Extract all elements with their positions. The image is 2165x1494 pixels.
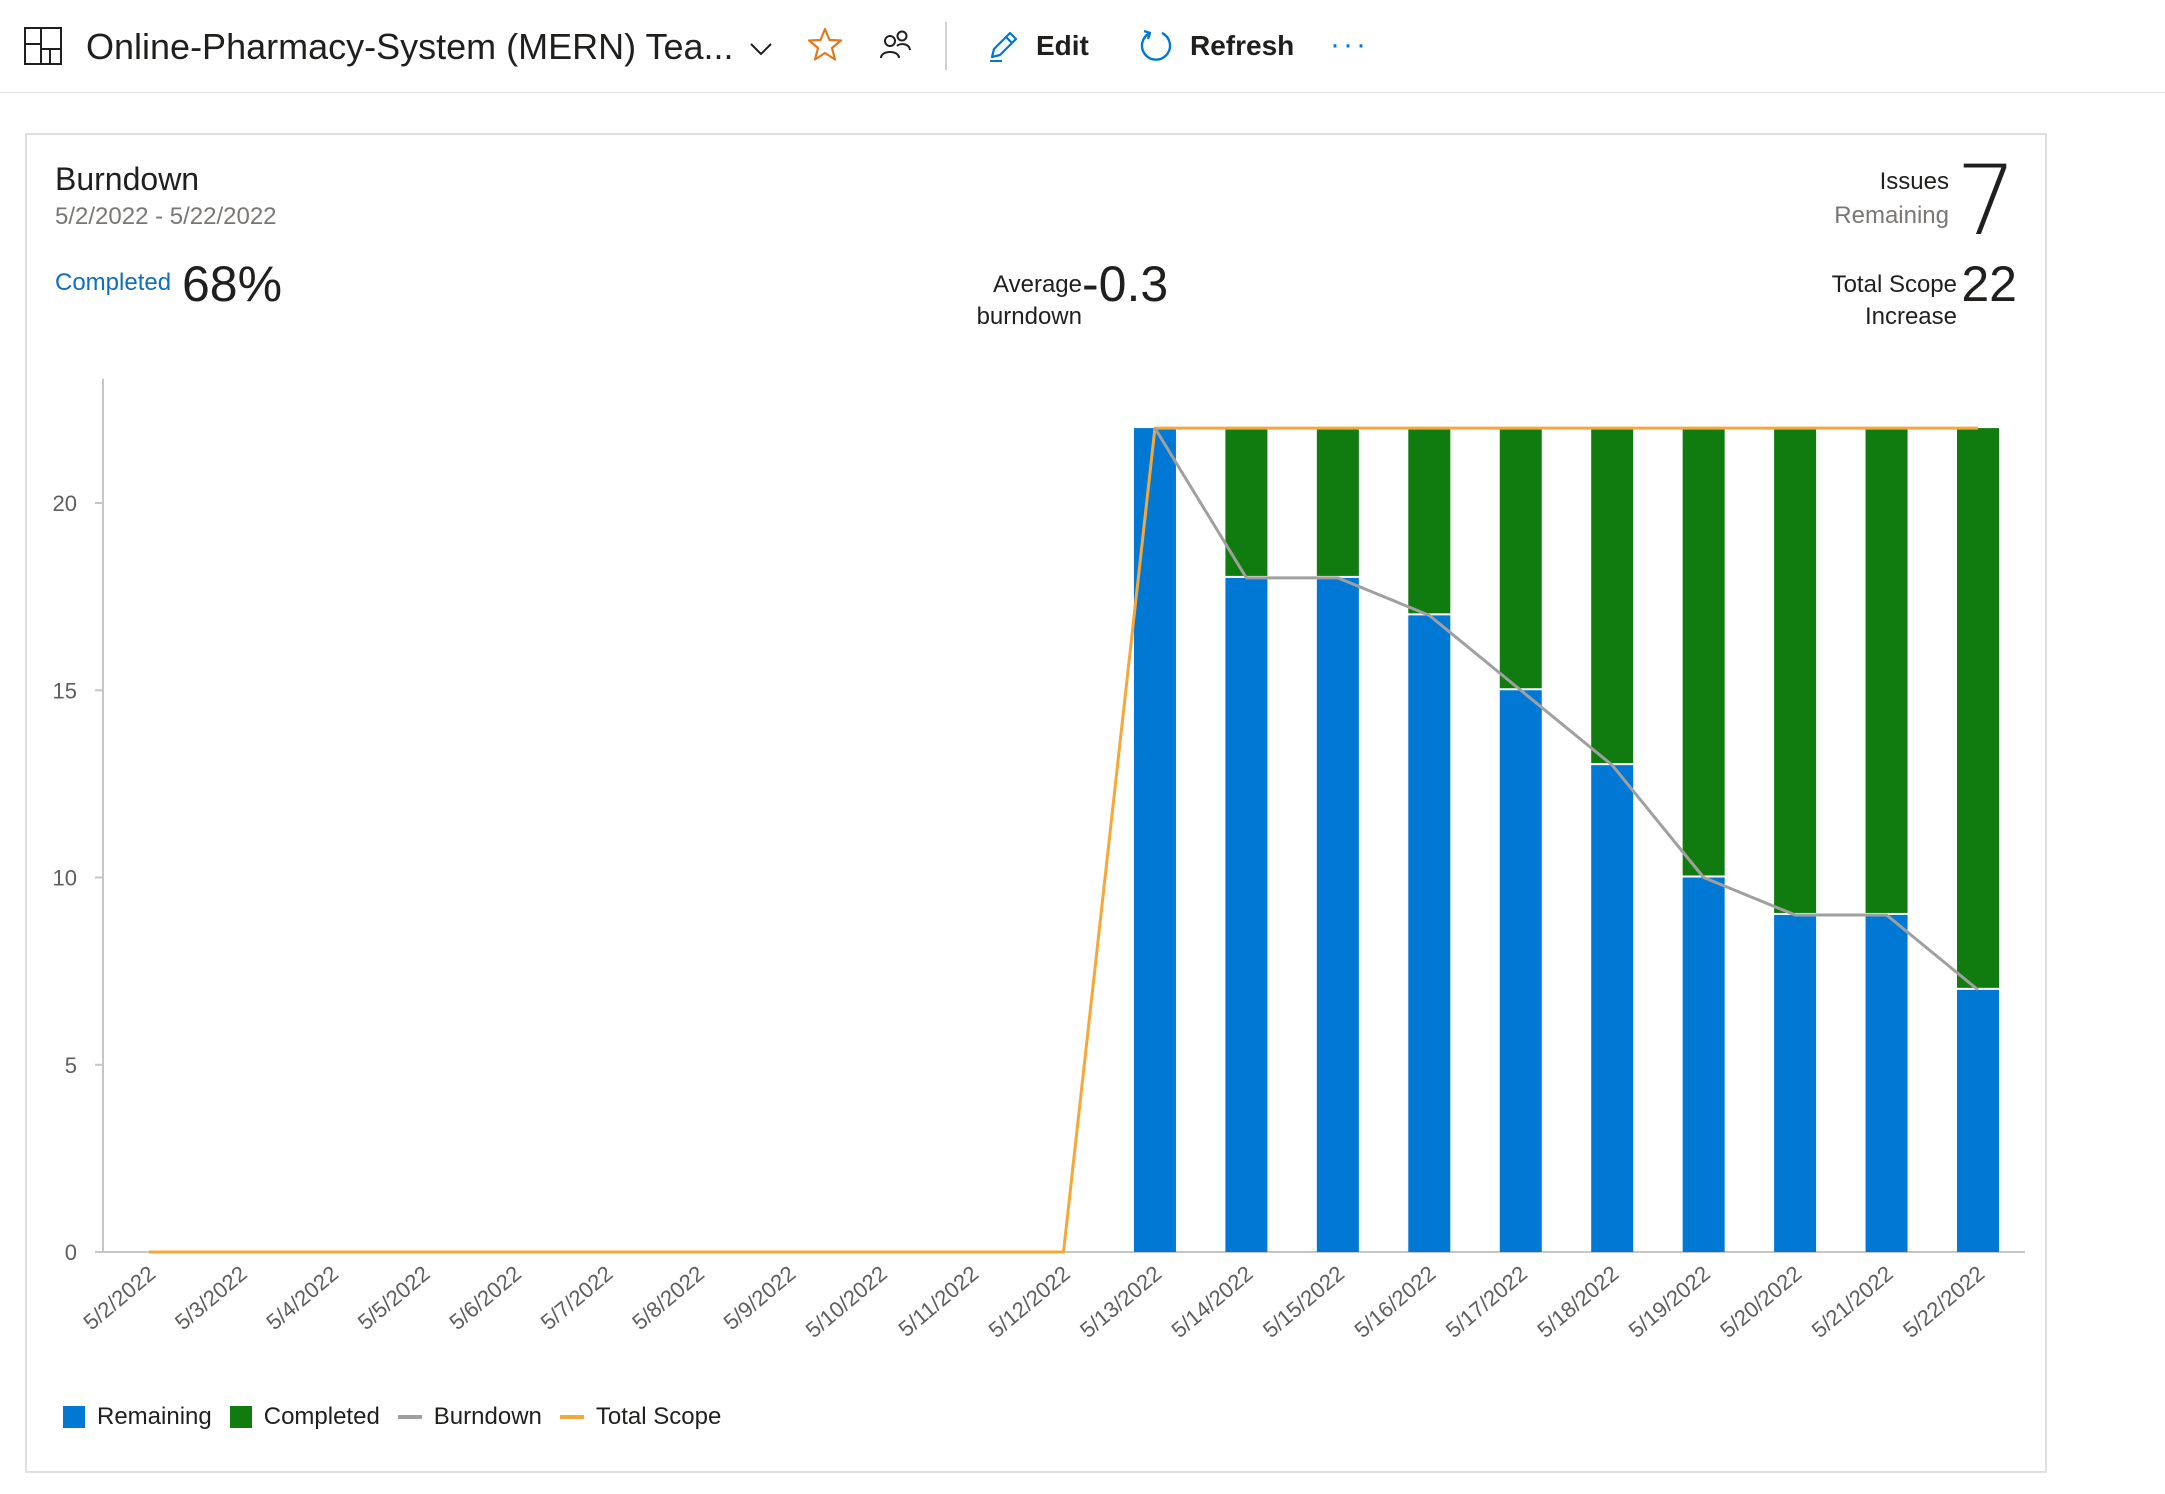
legend-swatch-burndown xyxy=(397,1415,422,1419)
legend-item-burndown[interactable]: Burndown xyxy=(397,1403,542,1431)
bar-remaining xyxy=(1499,690,1542,1252)
x-tick-label: 5/11/2022 xyxy=(893,1261,983,1342)
average-burndown-label: Average burndown xyxy=(902,269,1082,333)
burndown-line xyxy=(1153,427,1979,992)
legend-swatch-remaining xyxy=(63,1406,85,1428)
x-tick-label: 5/6/2022 xyxy=(444,1261,526,1335)
more-options-icon[interactable]: ··· xyxy=(1330,28,1369,61)
legend-label-total-scope: Total Scope xyxy=(595,1403,722,1430)
x-tick-label: 5/21/2022 xyxy=(1807,1261,1898,1343)
average-burndown-value: -0.3 xyxy=(1082,256,1169,312)
total-scope-increase-value: 22 xyxy=(1961,256,2017,312)
x-tick-label: 5/8/2022 xyxy=(627,1261,709,1335)
y-tick-label: 10 xyxy=(53,866,77,891)
bar-remaining xyxy=(1682,877,1725,1252)
y-tick-label: 0 xyxy=(65,1240,77,1265)
x-tick-label: 5/17/2022 xyxy=(1441,1261,1532,1343)
pencil-icon xyxy=(990,31,1018,62)
widget-date-range: 5/2/2022 - 5/22/2022 xyxy=(55,203,277,230)
x-tick-label: 5/9/2022 xyxy=(719,1261,801,1335)
edit-label: Edit xyxy=(1036,30,1089,61)
refresh-button[interactable]: Refresh xyxy=(1138,22,1294,70)
dashboard-toolbar: Online-Pharmacy-System (MERN) Tea... Edi… xyxy=(0,0,2165,93)
bar-remaining xyxy=(1865,914,1908,1252)
legend-label-completed: Completed xyxy=(263,1403,380,1430)
legend-item-remaining[interactable]: Remaining xyxy=(63,1403,212,1431)
legend-label-burndown: Burndown xyxy=(433,1403,542,1430)
legend-swatch-total-scope xyxy=(559,1415,584,1419)
refresh-label: Refresh xyxy=(1190,30,1295,61)
bar-remaining xyxy=(1408,615,1451,1252)
x-tick-label: 5/10/2022 xyxy=(801,1261,892,1343)
x-tick-label: 5/14/2022 xyxy=(1167,1261,1258,1343)
average-burndown-label-line2: burndown xyxy=(976,303,1082,330)
bar-completed xyxy=(1316,428,1359,576)
bar-completed xyxy=(1865,428,1908,913)
burndown-chart: 0 5 10 15 20 5/2/2022 5/3/2022 5/4/2022 5/5/2022… xyxy=(53,378,2025,1343)
total-scope-increase-label: Total Scope Increase xyxy=(1757,269,1957,333)
total-scope-label-line2: Increase xyxy=(1864,303,1957,330)
bar-completed xyxy=(1591,428,1634,764)
issues-remaining-label-line2: Remaining xyxy=(1834,202,1949,229)
x-tick-label: 5/20/2022 xyxy=(1715,1261,1806,1343)
bar-completed xyxy=(1682,428,1725,876)
x-tick-label: 5/18/2022 xyxy=(1532,1261,1623,1343)
bar-completed xyxy=(1408,428,1451,614)
widget-title: Burndown xyxy=(55,161,200,197)
issues-remaining-label-line1: Issues xyxy=(1879,168,1949,195)
burndown-widget: Burndown 5/2/2022 - 5/22/2022 Completed … xyxy=(25,133,2047,1473)
average-burndown-label-line1: Average xyxy=(993,271,1082,298)
chart-legend: Remaining Completed Burndown Total Scope xyxy=(63,1403,739,1431)
bar-remaining xyxy=(1591,765,1634,1252)
completed-value: 68% xyxy=(182,256,283,312)
x-tick-label: 5/22/2022 xyxy=(1898,1261,1989,1343)
x-tick-label: 5/2/2022 xyxy=(79,1261,161,1335)
team-profile-icon[interactable] xyxy=(878,28,912,62)
bar-remaining xyxy=(1316,577,1359,1252)
legend-label-remaining: Remaining xyxy=(97,1403,212,1430)
bar-completed xyxy=(1225,428,1268,576)
total-scope-label-line1: Total Scope xyxy=(1831,271,1957,298)
x-tick-label: 5/7/2022 xyxy=(536,1261,618,1335)
legend-item-completed[interactable]: Completed xyxy=(229,1403,380,1431)
dashboard-icon xyxy=(24,27,62,65)
x-tick-label: 5/3/2022 xyxy=(170,1261,252,1335)
y-tick-label: 15 xyxy=(53,678,77,703)
x-tick-label: 5/19/2022 xyxy=(1624,1261,1715,1343)
refresh-icon xyxy=(1140,29,1172,61)
legend-item-total-scope[interactable]: Total Scope xyxy=(559,1403,722,1431)
x-tick-label: 5/15/2022 xyxy=(1258,1261,1349,1343)
issues-remaining-label: Issues Remaining xyxy=(1749,165,1949,233)
chevron-down-icon[interactable] xyxy=(748,36,774,62)
x-tick-label: 5/4/2022 xyxy=(261,1261,343,1335)
edit-button[interactable]: Edit xyxy=(986,22,1089,70)
x-tick-label: 5/12/2022 xyxy=(984,1261,1075,1343)
bar-completed xyxy=(1957,428,1999,988)
y-tick-label: 20 xyxy=(53,491,77,516)
bar-completed xyxy=(1774,428,1817,913)
total-scope-line xyxy=(149,426,1978,1254)
bar-remaining xyxy=(1957,989,1999,1252)
x-tick-label: 5/16/2022 xyxy=(1349,1261,1440,1343)
dashboard-title: Online-Pharmacy-System (MERN) Tea... xyxy=(86,26,734,67)
x-tick-label: 5/13/2022 xyxy=(1075,1261,1166,1343)
completed-label: Completed xyxy=(55,269,172,296)
x-tick-label: 5/5/2022 xyxy=(353,1261,435,1335)
issues-remaining-value: 7 xyxy=(1955,145,2017,257)
legend-swatch-completed xyxy=(229,1406,252,1428)
bar-remaining xyxy=(1774,914,1817,1252)
toolbar-divider xyxy=(945,22,947,70)
bar-remaining xyxy=(1225,577,1268,1252)
favorite-star-icon[interactable] xyxy=(806,26,844,64)
bar-completed xyxy=(1499,428,1542,689)
y-tick-label: 5 xyxy=(65,1053,77,1078)
